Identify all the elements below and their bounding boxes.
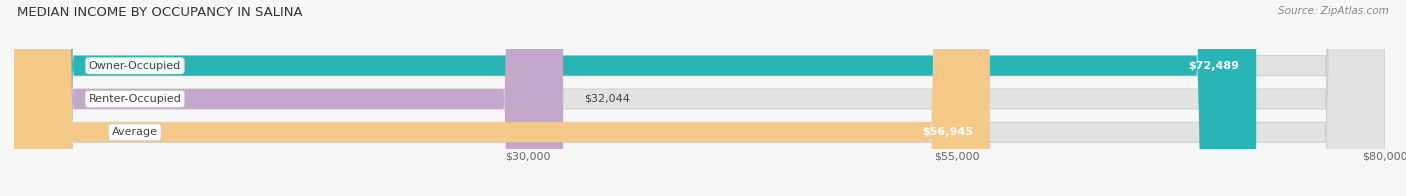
Text: Average: Average [112, 127, 157, 137]
Text: $72,489: $72,489 [1188, 61, 1239, 71]
Text: Renter-Occupied: Renter-Occupied [89, 94, 181, 104]
FancyBboxPatch shape [14, 0, 1385, 196]
FancyBboxPatch shape [14, 0, 990, 196]
FancyBboxPatch shape [14, 0, 1385, 196]
Text: $32,044: $32,044 [583, 94, 630, 104]
Text: MEDIAN INCOME BY OCCUPANCY IN SALINA: MEDIAN INCOME BY OCCUPANCY IN SALINA [17, 6, 302, 19]
Text: $56,945: $56,945 [922, 127, 973, 137]
Text: Owner-Occupied: Owner-Occupied [89, 61, 181, 71]
Text: Source: ZipAtlas.com: Source: ZipAtlas.com [1278, 6, 1389, 16]
FancyBboxPatch shape [14, 0, 1385, 196]
FancyBboxPatch shape [14, 0, 1256, 196]
FancyBboxPatch shape [14, 0, 564, 196]
